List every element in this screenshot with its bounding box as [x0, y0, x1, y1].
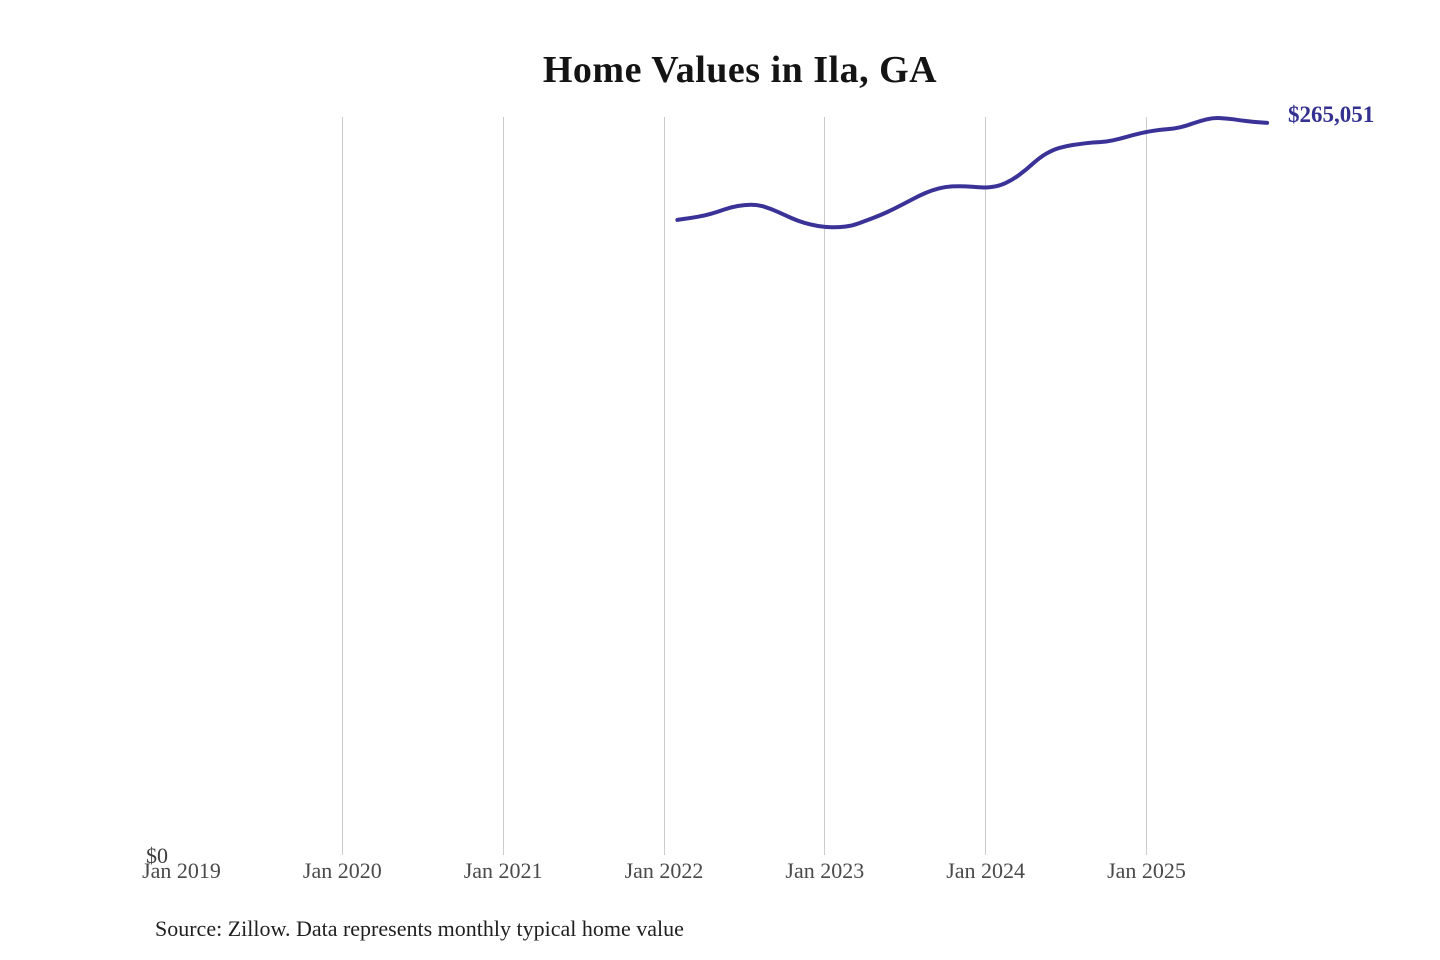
- source-note: Source: Zillow. Data represents monthly …: [155, 916, 684, 941]
- x-tick-label: Jan 2025: [1107, 858, 1186, 883]
- year-gridline: [985, 117, 987, 855]
- y-axis-zero-label: $0: [146, 843, 168, 868]
- x-tick-label: Jan 2023: [785, 858, 865, 883]
- year-gridline: [341, 117, 343, 855]
- year-gridline: [502, 117, 504, 855]
- latest-value-label: $265,051: [1288, 102, 1375, 127]
- year-gridline: [663, 117, 665, 855]
- year-gridline: [1146, 117, 1147, 855]
- home-value-line: [675, 116, 1270, 230]
- x-tick-label: Jan 2019: [142, 858, 221, 883]
- x-tick-label: Jan 2022: [624, 858, 704, 883]
- x-tick-label: Jan 2021: [463, 858, 543, 883]
- x-tick-label: Jan 2020: [302, 858, 382, 883]
- year-gridline: [824, 117, 826, 855]
- x-tick-label: Jan 2024: [946, 858, 1026, 883]
- chart-title: Home Values in Ila, GA: [542, 49, 938, 91]
